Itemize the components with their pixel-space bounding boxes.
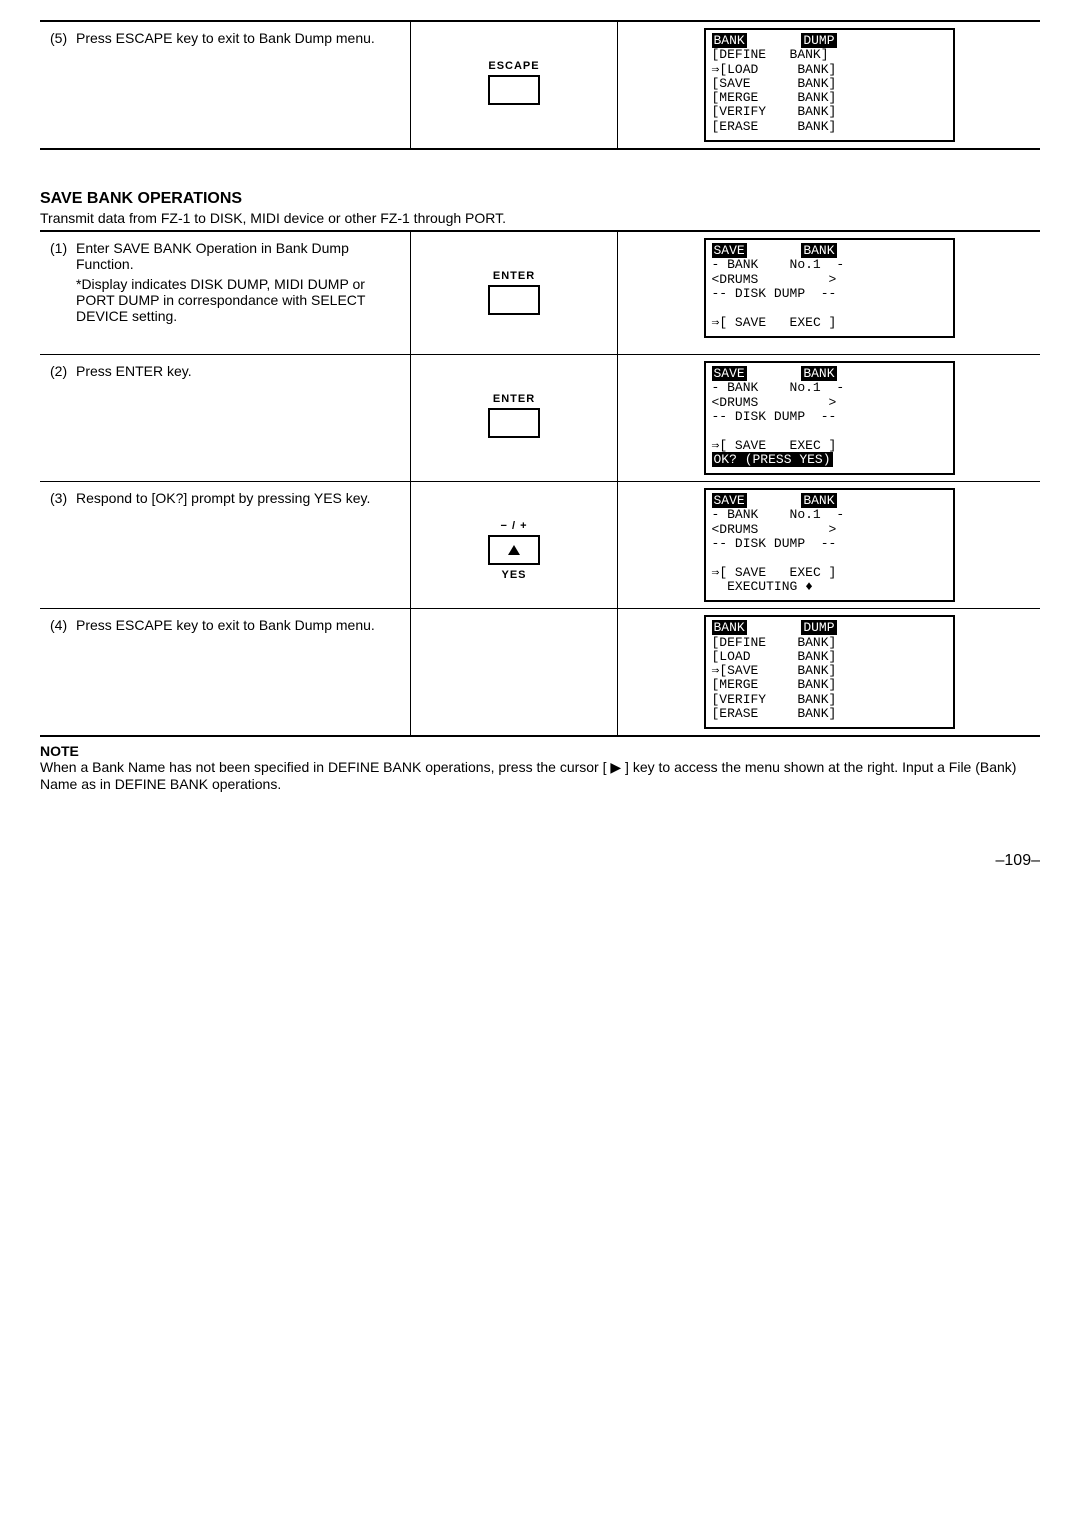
step-num: (3) <box>50 490 76 506</box>
step-row: (4) Press ESCAPE key to exit to Bank Dum… <box>40 608 1040 735</box>
main-table: (1) Enter SAVE BANK Operation in Bank Du… <box>40 230 1040 737</box>
key-label: ENTER <box>493 270 535 282</box>
key-box <box>488 285 540 315</box>
top-table: (5) Press ESCAPE key to exit to Bank Dum… <box>40 20 1040 150</box>
key-label: ENTER <box>493 393 535 405</box>
lcd-screen: BANK DUMP [DEFINE BANK] ⇒[LOAD BANK] [SA… <box>704 28 955 142</box>
bottom-label: YES <box>501 569 526 581</box>
section-desc: Transmit data from FZ-1 to DISK, MIDI de… <box>40 210 1040 226</box>
step-row: (5) Press ESCAPE key to exit to Bank Dum… <box>40 22 1040 148</box>
key-label: ESCAPE <box>488 60 539 72</box>
key-box <box>488 535 540 565</box>
section-title: SAVE BANK OPERATIONS <box>40 190 1040 208</box>
step-text: Press ENTER key. <box>76 363 400 379</box>
note-heading: NOTE <box>40 743 1040 759</box>
step-row: (1) Enter SAVE BANK Operation in Bank Du… <box>40 232 1040 354</box>
up-arrow-icon <box>508 545 520 555</box>
top-label: − / + <box>500 520 527 532</box>
step-text: Respond to [OK?] prompt by pressing YES … <box>76 490 400 506</box>
key-box <box>488 75 540 105</box>
lcd-screen: BANK DUMP [DEFINE BANK] [LOAD BANK] ⇒[SA… <box>704 615 955 729</box>
step-subtext: *Display indicates DISK DUMP, MIDI DUMP … <box>76 276 400 324</box>
page-number: –109– <box>40 852 1040 870</box>
step-row: (3) Respond to [OK?] prompt by pressing … <box>40 481 1040 608</box>
step-num: (2) <box>50 363 76 379</box>
lcd-screen: SAVE BANK - BANK No.1 - <DRUMS > -- DISK… <box>704 488 955 602</box>
step-num: (1) <box>50 240 76 324</box>
note-text: When a Bank Name has not been specified … <box>40 759 1040 792</box>
step-row: (2) Press ENTER key. ENTER SAVE BANK - B… <box>40 354 1040 481</box>
lcd-screen: SAVE BANK - BANK No.1 - <DRUMS > -- DISK… <box>704 361 955 475</box>
step-num: (5) <box>50 30 76 46</box>
lcd-screen: SAVE BANK - BANK No.1 - <DRUMS > -- DISK… <box>704 238 955 338</box>
key-box <box>488 408 540 438</box>
step-text: Press ESCAPE key to exit to Bank Dump me… <box>76 30 400 46</box>
step-text: Press ESCAPE key to exit to Bank Dump me… <box>76 617 400 633</box>
step-text: Enter SAVE BANK Operation in Bank Dump F… <box>76 240 349 272</box>
step-num: (4) <box>50 617 76 633</box>
